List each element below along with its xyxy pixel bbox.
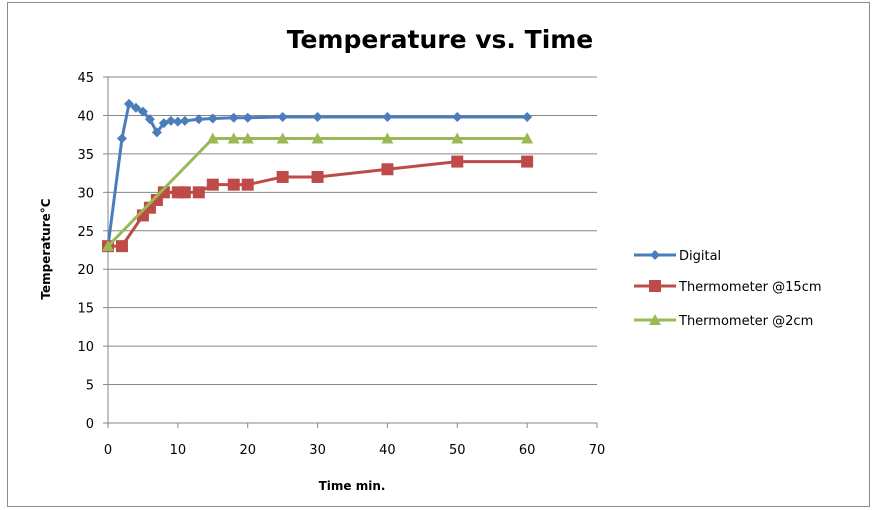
y-tick-label-6: 30 [77, 186, 94, 201]
series-2-point-7 [451, 132, 464, 144]
series-1-point-11 [241, 178, 254, 191]
legend: Digital Thermometer @15cm Thermometer @2cm [634, 249, 822, 329]
legend-marker-2 [649, 314, 661, 325]
series-0-point-9 [172, 116, 183, 127]
series-0-point-4 [137, 106, 148, 117]
y-axis-label: Temperature°C [39, 198, 53, 299]
x-tick-label-6: 60 [519, 443, 536, 458]
x-tick-labels: 0 10 20 30 40 50 60 70 [104, 443, 605, 458]
series-2-point-2 [227, 132, 240, 144]
x-tick-label-0: 0 [104, 443, 112, 458]
chart-title: Temperature vs. Time [287, 25, 594, 54]
series-1-point-14 [381, 163, 394, 176]
series-2 [102, 132, 534, 252]
series-2-point-0 [102, 240, 114, 252]
series-0-point-19 [522, 111, 533, 122]
series-1-point-7 [178, 186, 191, 199]
series-1-point-9 [206, 178, 219, 191]
x-tick-label-1: 10 [170, 443, 187, 458]
series-0-point-10 [179, 115, 190, 126]
series-2-point-6 [381, 132, 394, 144]
x-axis-label: Time min. [319, 479, 386, 493]
series-2-point-1 [206, 132, 219, 144]
series-1-point-13 [311, 170, 324, 183]
legend-label-2: Thermometer @2cm [678, 314, 813, 329]
series-1-point-8 [192, 186, 205, 199]
series-0-point-1 [116, 133, 127, 144]
series-group [102, 98, 534, 253]
series-0-point-2 [123, 98, 134, 109]
y-tick-label-7: 35 [77, 148, 94, 163]
series-2-point-4 [276, 132, 289, 144]
x-tick-label-4: 40 [379, 443, 396, 458]
series-1-point-15 [451, 155, 464, 168]
series-1-point-10 [227, 178, 240, 191]
series-0-point-11 [193, 114, 204, 125]
legend-marker-0 [650, 250, 660, 260]
legend-label-0: Digital [679, 249, 721, 264]
y-tick-label-1: 5 [86, 379, 94, 394]
axes [107, 77, 598, 428]
legend-marker-1 [649, 280, 661, 292]
y-tick-label-4: 20 [77, 263, 94, 278]
series-0-point-17 [382, 111, 393, 122]
y-tick-label-9: 45 [77, 71, 94, 86]
y-tick-label-8: 40 [77, 109, 94, 124]
series-1-point-12 [276, 170, 289, 183]
series-2-point-8 [521, 132, 534, 144]
grid-lines [103, 76, 597, 424]
series-0-point-13 [228, 112, 239, 123]
series-0-point-5 [144, 114, 155, 125]
y-tick-label-5: 25 [77, 225, 94, 240]
series-1-point-16 [521, 155, 534, 168]
y-tick-labels: 0 5 10 15 20 25 30 35 40 45 [77, 71, 94, 432]
x-tick-label-7: 70 [589, 443, 606, 458]
series-0-point-6 [151, 127, 162, 138]
x-tick-label-5: 50 [449, 443, 466, 458]
series-1-point-1 [115, 240, 128, 253]
y-tick-label-2: 10 [77, 340, 94, 355]
series-0 [103, 98, 533, 252]
series-0-point-12 [207, 113, 218, 124]
series-0-point-16 [312, 111, 323, 122]
y-tick-label-3: 15 [77, 302, 94, 317]
series-0-point-3 [130, 102, 141, 113]
series-0-point-15 [277, 111, 288, 122]
legend-label-1: Thermometer @15cm [678, 280, 822, 295]
x-tick-label-3: 30 [309, 443, 326, 458]
x-tick-label-2: 20 [239, 443, 256, 458]
series-0-point-8 [165, 115, 176, 126]
series-1-point-5 [157, 186, 170, 199]
series-0-point-18 [452, 111, 463, 122]
series-0-point-14 [242, 112, 253, 123]
series-2-point-3 [241, 132, 254, 144]
y-tick-label-0: 0 [86, 417, 94, 432]
series-2-point-5 [311, 132, 324, 144]
series-1 [102, 155, 534, 253]
